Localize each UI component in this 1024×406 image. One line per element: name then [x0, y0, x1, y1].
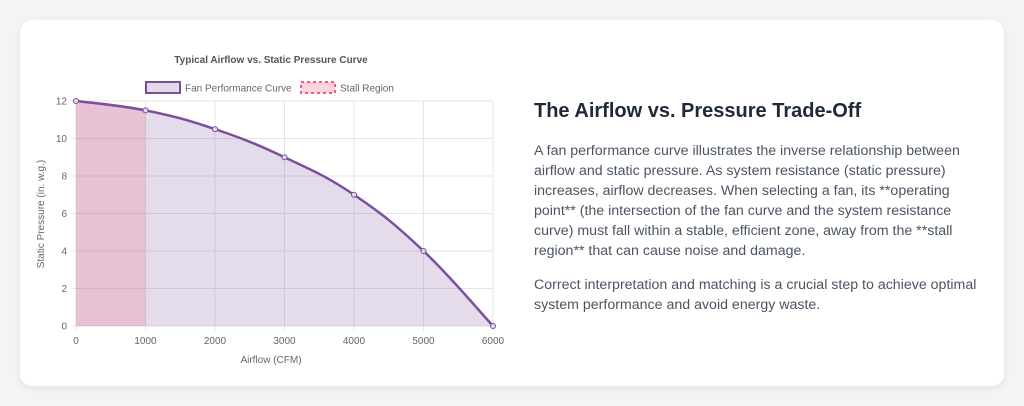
y-tick-label: 2: [61, 284, 67, 295]
fan-data-point: [490, 323, 496, 329]
y-tick-label: 4: [61, 247, 67, 258]
y-tick-label: 10: [56, 134, 68, 145]
x-tick-label: 1000: [134, 336, 157, 347]
legend-label-stall: Stall Region: [340, 84, 394, 95]
content-card: Typical Airflow vs. Static Pressure Curv…: [20, 20, 1004, 386]
explanation-panel: The Airflow vs. Pressure Trade-Off A fan…: [534, 100, 994, 329]
paragraph-tradeoff: A fan performance curve illustrates the …: [534, 143, 960, 259]
fan-data-point: [73, 98, 79, 104]
x-tick-label: 0: [73, 336, 79, 347]
chart-title: Typical Airflow vs. Static Pressure Curv…: [174, 55, 368, 66]
x-tick-label: 4000: [343, 336, 366, 347]
fan-data-point: [281, 154, 288, 161]
legend-label-fan: Fan Performance Curve: [185, 84, 292, 95]
fan-data-point: [142, 107, 149, 114]
y-tick-label: 8: [61, 172, 67, 183]
legend-swatch-stall: [300, 81, 336, 94]
x-tick-label: 2000: [204, 336, 227, 347]
x-axis-label: Airflow (CFM): [240, 355, 301, 366]
y-tick-label: 0: [61, 322, 67, 333]
performance-chart: Typical Airflow vs. Static Pressure Curv…: [36, 55, 505, 366]
fan-data-point: [351, 191, 357, 198]
x-tick-label: 6000: [482, 336, 505, 347]
fan-curve-fill: [76, 101, 493, 326]
y-axis-label: Static Pressure (in. w.g.): [36, 160, 47, 268]
legend: Fan Performance Curve Stall Region: [145, 81, 394, 95]
fan-data-point: [420, 248, 427, 254]
section-heading: The Airflow vs. Pressure Trade-Off: [534, 100, 862, 122]
stall-region-fill: [76, 101, 146, 326]
paragraph-matching: Correct interpretation and matching is a…: [534, 277, 977, 313]
y-tick-label: 12: [56, 97, 68, 108]
legend-swatch-fan: [145, 81, 181, 94]
x-tick-label: 3000: [273, 336, 296, 347]
y-tick-label: 6: [61, 209, 67, 220]
x-tick-label: 5000: [412, 336, 435, 347]
fan-data-point: [212, 126, 218, 133]
